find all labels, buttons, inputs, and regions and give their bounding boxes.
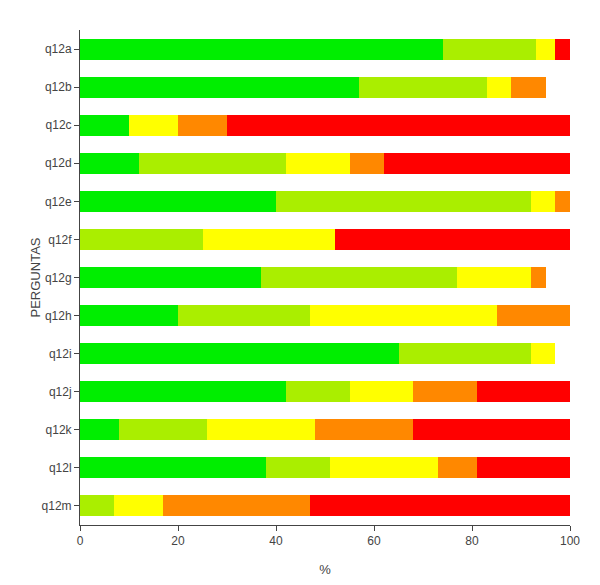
svg-text:q12i: q12i <box>49 347 72 361</box>
svg-text:60: 60 <box>367 534 381 548</box>
svg-text:q12f: q12f <box>48 233 72 247</box>
svg-text:0: 0 <box>77 534 84 548</box>
svg-text:q12k: q12k <box>46 423 73 437</box>
svg-text:q12b: q12b <box>45 80 72 94</box>
svg-text:20: 20 <box>171 534 185 548</box>
svg-text:q12m: q12m <box>42 499 72 513</box>
svg-text:q12e: q12e <box>45 195 72 209</box>
svg-text:q12h: q12h <box>45 309 72 323</box>
svg-text:40: 40 <box>269 534 283 548</box>
svg-text:PERGUNTAS: PERGUNTAS <box>28 237 43 317</box>
svg-text:q12j: q12j <box>49 385 72 399</box>
svg-text:q12l: q12l <box>49 461 72 475</box>
svg-text:q12c: q12c <box>46 118 72 132</box>
svg-text:q12a: q12a <box>45 42 72 56</box>
svg-text:100: 100 <box>560 534 580 548</box>
svg-text:q12d: q12d <box>45 156 72 170</box>
svg-text:q12g: q12g <box>45 271 72 285</box>
svg-text:%: % <box>319 562 331 577</box>
svg-text:80: 80 <box>465 534 479 548</box>
